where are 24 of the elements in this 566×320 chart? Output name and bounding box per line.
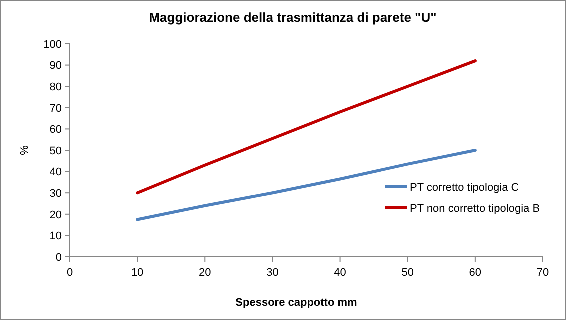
y-tick-label: 40 [50, 166, 62, 179]
y-axis-title: % [19, 145, 31, 156]
y-tick-label: 100 [44, 38, 62, 51]
legend-label: PT non corretto tipologia B [410, 202, 540, 215]
y-tick-label: 60 [50, 124, 62, 136]
x-tick-label: 30 [266, 267, 279, 279]
x-tick-label: 0 [66, 267, 74, 279]
y-tick-label: 10 [50, 230, 62, 243]
y-tick-label: 90 [50, 60, 62, 72]
x-tick-label: 70 [536, 267, 550, 279]
x-tick-label: 60 [469, 267, 482, 279]
y-tick-label: 20 [50, 209, 62, 222]
y-tick-label: 70 [50, 102, 62, 115]
y-tick-label: 80 [50, 81, 62, 94]
y-tick-label: 30 [50, 188, 62, 200]
y-tick-label: 50 [50, 145, 62, 158]
legend-label: PT corretto tipologia C [410, 182, 520, 194]
x-axis-title: Spessore cappotto mm [236, 297, 358, 309]
x-tick-label: 20 [199, 267, 212, 279]
chart-title: Maggiorazione della trasmittanza di parete "U" [149, 10, 437, 25]
y-tick-label: 0 [56, 252, 62, 264]
x-tick-label: 50 [402, 267, 414, 279]
x-tick-label: 40 [334, 267, 346, 279]
x-tick-label: 10 [131, 267, 144, 279]
